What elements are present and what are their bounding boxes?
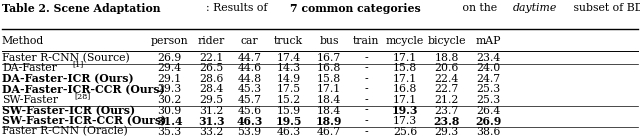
Text: 29.3: 29.3 <box>435 127 459 136</box>
Text: -: - <box>364 53 368 63</box>
Text: 19.3: 19.3 <box>392 105 419 116</box>
Text: DA-Faster-ICR-CCR (Ours): DA-Faster-ICR-CCR (Ours) <box>2 84 164 95</box>
Text: 28.4: 28.4 <box>199 84 223 94</box>
Text: 16.7: 16.7 <box>317 53 341 63</box>
Text: bus: bus <box>319 36 339 47</box>
Text: mAP: mAP <box>476 36 501 47</box>
Text: 23.8: 23.8 <box>433 116 460 126</box>
Text: 29.5: 29.5 <box>199 95 223 105</box>
Text: 26.5: 26.5 <box>199 63 223 73</box>
Text: 29.1: 29.1 <box>157 74 182 84</box>
Text: 17.1: 17.1 <box>393 74 417 84</box>
Text: 24.0: 24.0 <box>476 63 500 73</box>
Text: subset of BDD100k, using models trained on Cityscapes.: subset of BDD100k, using models trained … <box>570 3 640 13</box>
Text: SW-Faster: SW-Faster <box>2 95 58 105</box>
Text: [1]: [1] <box>73 60 84 68</box>
Text: car: car <box>241 36 259 47</box>
Text: 23.4: 23.4 <box>476 53 500 63</box>
Text: person: person <box>151 36 188 47</box>
Text: 30.2: 30.2 <box>157 95 182 105</box>
Text: 44.7: 44.7 <box>237 53 262 63</box>
Text: 46.3: 46.3 <box>236 116 263 126</box>
Text: 26.9: 26.9 <box>157 53 182 63</box>
Text: 23.7: 23.7 <box>435 106 459 115</box>
Text: 31.2: 31.2 <box>199 106 223 115</box>
Text: 22.1: 22.1 <box>199 53 223 63</box>
Text: -: - <box>364 116 368 126</box>
Text: bicycle: bicycle <box>428 36 466 47</box>
Text: 17.1: 17.1 <box>393 95 417 105</box>
Text: 22.7: 22.7 <box>435 84 459 94</box>
Text: 35.3: 35.3 <box>157 127 182 136</box>
Text: Faster R-CNN (Oracle): Faster R-CNN (Oracle) <box>2 126 127 136</box>
Text: 46.7: 46.7 <box>317 127 341 136</box>
Text: 24.7: 24.7 <box>476 74 500 84</box>
Text: daytime: daytime <box>513 3 557 13</box>
Text: SW-Faster-ICR (Ours): SW-Faster-ICR (Ours) <box>2 105 135 116</box>
Text: 16.8: 16.8 <box>317 63 341 73</box>
Text: 28.6: 28.6 <box>199 74 223 84</box>
Text: SW-Faster-ICR-CCR (Ours): SW-Faster-ICR-CCR (Ours) <box>2 116 166 126</box>
Text: 14.3: 14.3 <box>276 63 301 73</box>
Text: train: train <box>353 36 380 47</box>
Text: 20.6: 20.6 <box>435 63 459 73</box>
Text: Table 2. Scene Adaptation: Table 2. Scene Adaptation <box>2 3 161 14</box>
Text: 31.4: 31.4 <box>156 116 183 126</box>
Text: 15.9: 15.9 <box>276 106 301 115</box>
Text: 53.9: 53.9 <box>237 127 262 136</box>
Text: 45.3: 45.3 <box>237 84 262 94</box>
Text: [28]: [28] <box>74 92 90 100</box>
Text: -: - <box>364 127 368 136</box>
Text: -: - <box>364 74 368 84</box>
Text: 18.9: 18.9 <box>316 116 342 126</box>
Text: -: - <box>364 84 368 94</box>
Text: 17.1: 17.1 <box>393 53 417 63</box>
Text: 18.4: 18.4 <box>317 95 341 105</box>
Text: 44.8: 44.8 <box>237 74 262 84</box>
Text: 30.9: 30.9 <box>157 106 182 115</box>
Text: 25.3: 25.3 <box>476 84 500 94</box>
Text: mcycle: mcycle <box>386 36 424 47</box>
Text: 29.4: 29.4 <box>157 63 182 73</box>
Text: : Results of: : Results of <box>207 3 271 13</box>
Text: 45.7: 45.7 <box>237 95 262 105</box>
Text: -: - <box>364 106 368 115</box>
Text: 25.3: 25.3 <box>476 95 500 105</box>
Text: 17.3: 17.3 <box>393 116 417 126</box>
Text: 22.4: 22.4 <box>435 74 459 84</box>
Text: 44.6: 44.6 <box>237 63 262 73</box>
Text: 38.6: 38.6 <box>476 127 500 136</box>
Text: on the: on the <box>459 3 500 13</box>
Text: Faster R-CNN (Source): Faster R-CNN (Source) <box>2 53 130 63</box>
Text: 29.3: 29.3 <box>157 84 182 94</box>
Text: 19.5: 19.5 <box>275 116 302 126</box>
Text: 17.5: 17.5 <box>276 84 301 94</box>
Text: Method: Method <box>2 36 44 47</box>
Text: 17.1: 17.1 <box>317 84 341 94</box>
Text: -: - <box>364 63 368 73</box>
Text: truck: truck <box>274 36 303 47</box>
Text: 18.8: 18.8 <box>435 53 459 63</box>
Text: 21.2: 21.2 <box>435 95 459 105</box>
Text: 15.2: 15.2 <box>276 95 301 105</box>
Text: 26.9: 26.9 <box>475 116 502 126</box>
Text: DA-Faster-ICR (Ours): DA-Faster-ICR (Ours) <box>2 73 134 84</box>
Text: 14.9: 14.9 <box>276 74 301 84</box>
Text: 16.8: 16.8 <box>393 84 417 94</box>
Text: 18.4: 18.4 <box>317 106 341 115</box>
Text: 7 common categories: 7 common categories <box>291 3 421 14</box>
Text: 26.4: 26.4 <box>476 106 500 115</box>
Text: 25.6: 25.6 <box>393 127 417 136</box>
Text: 31.3: 31.3 <box>198 116 225 126</box>
Text: 45.6: 45.6 <box>237 106 262 115</box>
Text: 17.4: 17.4 <box>276 53 301 63</box>
Text: -: - <box>364 95 368 105</box>
Text: rider: rider <box>198 36 225 47</box>
Text: DA-Faster: DA-Faster <box>2 63 57 73</box>
Text: 15.8: 15.8 <box>393 63 417 73</box>
Text: 46.3: 46.3 <box>276 127 301 136</box>
Text: 15.8: 15.8 <box>317 74 341 84</box>
Text: 33.2: 33.2 <box>199 127 223 136</box>
